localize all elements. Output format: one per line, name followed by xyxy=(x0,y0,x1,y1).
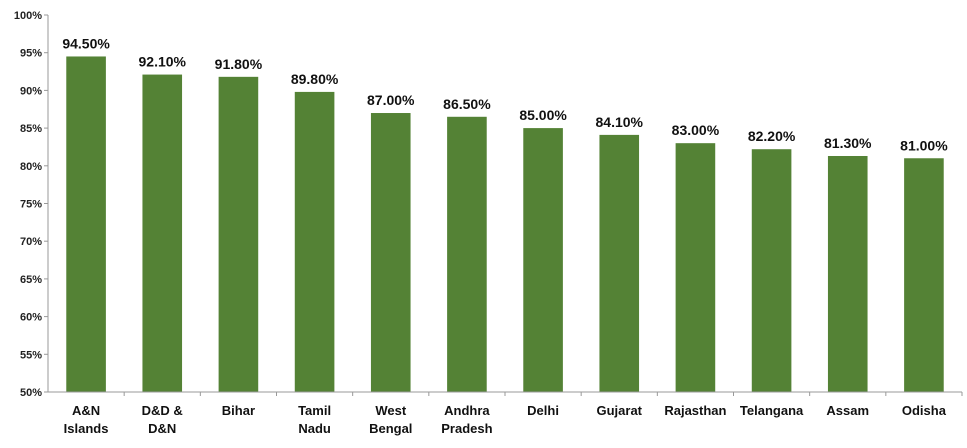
x-tick-label: Gujarat xyxy=(596,403,642,418)
bar xyxy=(523,128,563,392)
x-tick-label: Tamil Nadu xyxy=(298,403,331,436)
data-label: 87.00% xyxy=(367,92,415,108)
x-tick-label: Odisha xyxy=(902,403,947,418)
x-tick-label: Telangana xyxy=(740,403,804,418)
x-tick-label-line: D&D & xyxy=(142,403,183,418)
x-tick-label-line: Assam xyxy=(826,403,869,418)
x-tick-label-line: Nadu xyxy=(298,421,331,436)
bar xyxy=(751,149,792,392)
x-tick-label-line: D&N xyxy=(148,421,176,436)
bar xyxy=(142,74,183,392)
x-tick-label: Rajasthan xyxy=(664,403,726,418)
y-tick-label: 70% xyxy=(20,236,42,248)
bar xyxy=(599,134,640,393)
y-tick-label: 90% xyxy=(20,85,42,97)
x-tick-label: D&D & D&N xyxy=(142,403,183,436)
x-tick-label-line: Tamil xyxy=(298,403,331,418)
y-tick-label: 55% xyxy=(20,349,42,361)
x-tick-label-line: Pradesh xyxy=(441,421,492,436)
x-tick-label-line: Telangana xyxy=(740,403,804,418)
x-tick-label-line: West xyxy=(375,403,406,418)
x-tick-label-line: Bengal xyxy=(369,421,412,436)
x-axis: A&N Islands D&D & D&N Bihar Tamil Nadu West Beng… xyxy=(48,391,963,436)
x-tick-label-line: Delhi xyxy=(527,403,559,418)
y-tick-label: 65% xyxy=(20,274,42,286)
data-label: 91.80% xyxy=(215,56,263,72)
x-tick-label-line: Odisha xyxy=(902,403,947,418)
bar xyxy=(218,76,259,392)
bar xyxy=(66,56,106,392)
bar xyxy=(904,158,944,392)
y-tick-label: 50% xyxy=(20,387,42,399)
data-label: 81.00% xyxy=(900,137,948,153)
x-tick-label: Delhi xyxy=(527,403,559,418)
bar xyxy=(294,91,335,393)
x-tick-label-line: Andhra xyxy=(444,403,490,418)
data-label: 82.20% xyxy=(748,128,796,144)
data-label: 86.50% xyxy=(443,96,491,112)
x-tick-label: West Bengal xyxy=(369,403,412,436)
data-label: 81.30% xyxy=(824,135,872,151)
data-label: 94.50% xyxy=(62,35,110,51)
bar xyxy=(370,113,411,393)
data-label: 83.00% xyxy=(672,122,720,138)
y-tick-label: 80% xyxy=(20,161,42,173)
data-labels: 94.50% 92.10% 91.80% 89.80% 87.00% 86.50% 85.0… xyxy=(62,35,948,153)
x-tick-label-line: A&N xyxy=(72,403,100,418)
data-label: 89.80% xyxy=(291,71,339,87)
x-tick-label-line: Rajasthan xyxy=(664,403,726,418)
data-label: 84.10% xyxy=(596,114,644,130)
y-axis: 50% 55% 60% 65% 70% 75% 80% 85% 90% 95% 100% xyxy=(14,10,49,399)
x-tick-label: Assam xyxy=(826,403,869,418)
y-tick-label: 60% xyxy=(20,312,42,324)
y-tick-label: 85% xyxy=(20,123,42,135)
y-tick-label: 95% xyxy=(20,48,42,60)
y-tick-label: 100% xyxy=(14,10,42,22)
x-tick-label-line: Bihar xyxy=(222,403,255,418)
x-tick-label: Andhra Pradesh xyxy=(441,403,492,436)
bar-series xyxy=(66,56,944,393)
bar xyxy=(675,143,716,392)
x-tick-label-line: Islands xyxy=(64,421,109,436)
data-label: 85.00% xyxy=(519,107,567,123)
x-tick-label: A&N Islands xyxy=(64,403,109,436)
data-label: 92.10% xyxy=(139,54,187,70)
bar xyxy=(827,155,868,392)
y-tick-label: 75% xyxy=(20,199,42,211)
x-tick-label-line: Gujarat xyxy=(596,403,642,418)
bar xyxy=(447,116,487,392)
x-tick-label: Bihar xyxy=(222,403,255,418)
